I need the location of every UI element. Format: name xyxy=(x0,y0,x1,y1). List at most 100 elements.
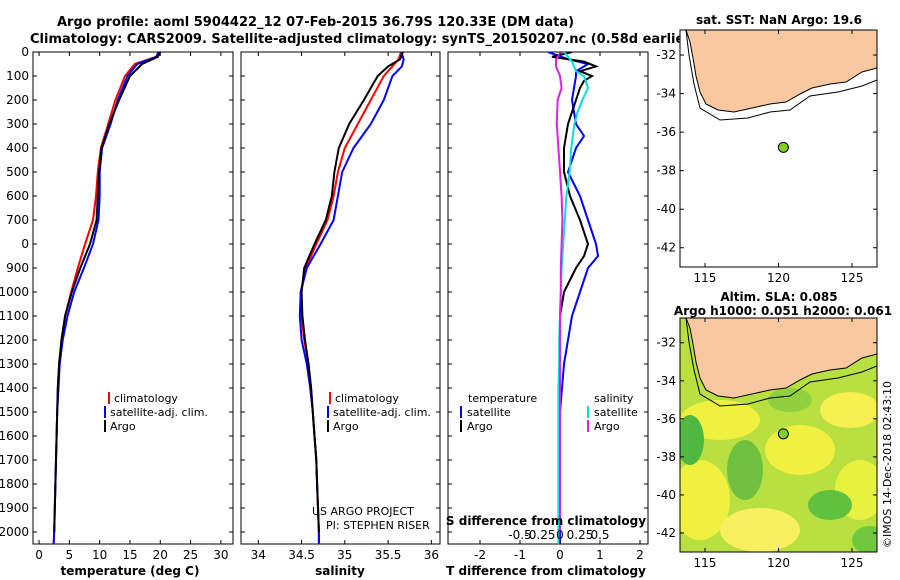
depth-tick-label: 200 xyxy=(6,93,29,107)
series-line-argo xyxy=(300,52,404,533)
sla-map-subtitle: Argo h1000: 0.051 h2000: 0.061 xyxy=(674,304,892,318)
legend-argo: Argo xyxy=(333,420,359,433)
map-y-tick-label: -42 xyxy=(656,526,676,540)
t-difference-xlabel: T difference from climatology xyxy=(446,564,646,578)
depth-tick-label: 500 xyxy=(6,165,29,179)
depth-tick-label: 1900 xyxy=(0,501,29,515)
x-tick-label: 34 xyxy=(251,548,266,562)
x-tick-label: 25 xyxy=(183,548,198,562)
difference-plot xyxy=(547,52,600,544)
difference-axes xyxy=(447,51,649,545)
series-line-satellite-adj-clim- xyxy=(298,52,405,544)
map-x-tick-label: 120 xyxy=(767,271,790,285)
legend-sal-satellite: satellite xyxy=(594,406,638,419)
depth-tick-label: 0 xyxy=(21,237,29,251)
depth-tick-label: 700 xyxy=(6,213,29,227)
s-tick-label: 0.5 xyxy=(590,528,609,542)
depth-tick-label: 300 xyxy=(6,117,29,131)
x-tick-label: 10 xyxy=(92,548,107,562)
x-tick-label: 15 xyxy=(122,548,137,562)
depth-tick-label: 900 xyxy=(6,261,29,275)
map-x-tick-label: 115 xyxy=(694,271,717,285)
x-tick-label: 34.5 xyxy=(288,548,315,562)
temperature-plot xyxy=(52,52,162,544)
map-y-tick-label: -38 xyxy=(656,450,676,464)
depth-tick-label: 1700 xyxy=(0,453,29,467)
depth-tick-label: 600 xyxy=(6,189,29,203)
x-tick-label: 30 xyxy=(213,548,228,562)
header-line1: Argo profile: aoml 5904422_12 07-Feb-201… xyxy=(57,15,574,30)
x-tick-label: -1 xyxy=(514,548,526,562)
s-tick-label: -0.5 xyxy=(508,528,531,542)
map-y-tick-label: -34 xyxy=(656,87,676,101)
depth-tick-label: 1000 xyxy=(0,285,29,299)
map-y-tick-label: -40 xyxy=(656,488,676,502)
map-y-tick-label: -34 xyxy=(656,374,676,388)
argo-float-marker xyxy=(777,141,789,153)
depth-tick-label: 1200 xyxy=(0,333,29,347)
s-tick-label: 0 xyxy=(556,528,564,542)
temperature-xlabel: temperature (deg C) xyxy=(61,564,200,578)
s-tick-label: 0.25 xyxy=(567,528,594,542)
legend-climatology: climatology xyxy=(335,392,399,405)
shelf-contour xyxy=(685,30,877,121)
legend-temp-argo: Argo xyxy=(467,420,493,433)
series-line-temperature-satellite xyxy=(547,52,600,544)
x-tick-label: -2 xyxy=(474,548,486,562)
map-y-tick-label: -32 xyxy=(656,48,676,62)
map-x-tick-label: 120 xyxy=(767,556,790,570)
legend-temperature-title: temperature xyxy=(468,392,537,405)
australia-land xyxy=(680,30,877,113)
s-tick-label: -0.25 xyxy=(524,528,555,542)
x-tick-label: 20 xyxy=(153,548,168,562)
shelf-contour xyxy=(685,318,877,407)
depth-tick-label: 400 xyxy=(6,141,29,155)
x-axes: 0 5 10 15 20 25 30 34 34.5 35 35.5 36 -2 -1 0 1 2 -0.5-0.… xyxy=(35,52,644,562)
difference-legend: temperature satellite Argo salinity sate… xyxy=(460,392,638,433)
series-line-argo xyxy=(53,52,162,533)
s-difference-xlabel: S difference from climatology xyxy=(446,514,646,528)
depth-tick-label: 1300 xyxy=(0,357,29,371)
australia-land xyxy=(680,318,877,399)
map-x-tick-label: 115 xyxy=(694,556,717,570)
temperature-legend: climatology satellite-adj. clim. Argo xyxy=(104,392,208,433)
salinity-legend: climatology satellite-adj. clim. Argo xyxy=(327,392,431,433)
legend-satellite: satellite-adj. clim. xyxy=(333,406,431,419)
series-line-salinity-argo xyxy=(555,52,564,532)
x-tick-label: 2 xyxy=(636,548,644,562)
x-tick-label: 5 xyxy=(66,548,74,562)
temperature-axes xyxy=(32,51,234,545)
depth-tick-label: 2000 xyxy=(0,525,29,539)
x-tick-label: 1 xyxy=(596,548,604,562)
legend-satellite: satellite-adj. clim. xyxy=(110,406,208,419)
legend-temp-satellite: satellite xyxy=(467,406,511,419)
map-y-tick-label: -32 xyxy=(656,336,676,350)
depth-tick-label: 1400 xyxy=(0,381,29,395)
depth-tick-label: 1600 xyxy=(0,429,29,443)
depth-axis: 0 100 200 300 400 500 600 700 0 900 1000 1100 1200 13… xyxy=(0,45,648,539)
series-line-salinity-satellite xyxy=(557,52,590,544)
salinity-axes xyxy=(240,51,441,545)
depth-tick-label: 1500 xyxy=(0,405,29,419)
x-tick-label: 0 xyxy=(556,548,564,562)
map-x-tick-label: 125 xyxy=(841,271,864,285)
credit-pi: PI: STEPHEN RISER xyxy=(326,519,430,532)
map-y-tick-label: -40 xyxy=(656,202,676,216)
depth-tick-label: 1800 xyxy=(0,477,29,491)
header-line2: Climatology: CARS2009. Satellite-adjuste… xyxy=(30,32,697,47)
depth-tick-label: 0 xyxy=(21,45,29,59)
map-y-tick-label: -36 xyxy=(656,412,676,426)
salinity-xlabel: salinity xyxy=(315,564,365,578)
map-y-tick-label: -36 xyxy=(656,125,676,139)
x-tick-label: 0 xyxy=(35,548,43,562)
depth-tick-label: 100 xyxy=(6,69,29,83)
legend-argo: Argo xyxy=(110,420,136,433)
legend-sal-argo: Argo xyxy=(594,420,620,433)
x-tick-label: 35.5 xyxy=(375,548,402,562)
argo-float-marker xyxy=(777,428,789,440)
imos-watermark: ©IMOS 14-Dec-2018 02:43:10 xyxy=(881,381,894,548)
sla-map-title: Altim. SLA: 0.085 xyxy=(720,290,837,304)
sst-map-title: sat. SST: NaN Argo: 19.6 xyxy=(696,13,862,27)
map-y-tick-label: -42 xyxy=(656,241,676,255)
